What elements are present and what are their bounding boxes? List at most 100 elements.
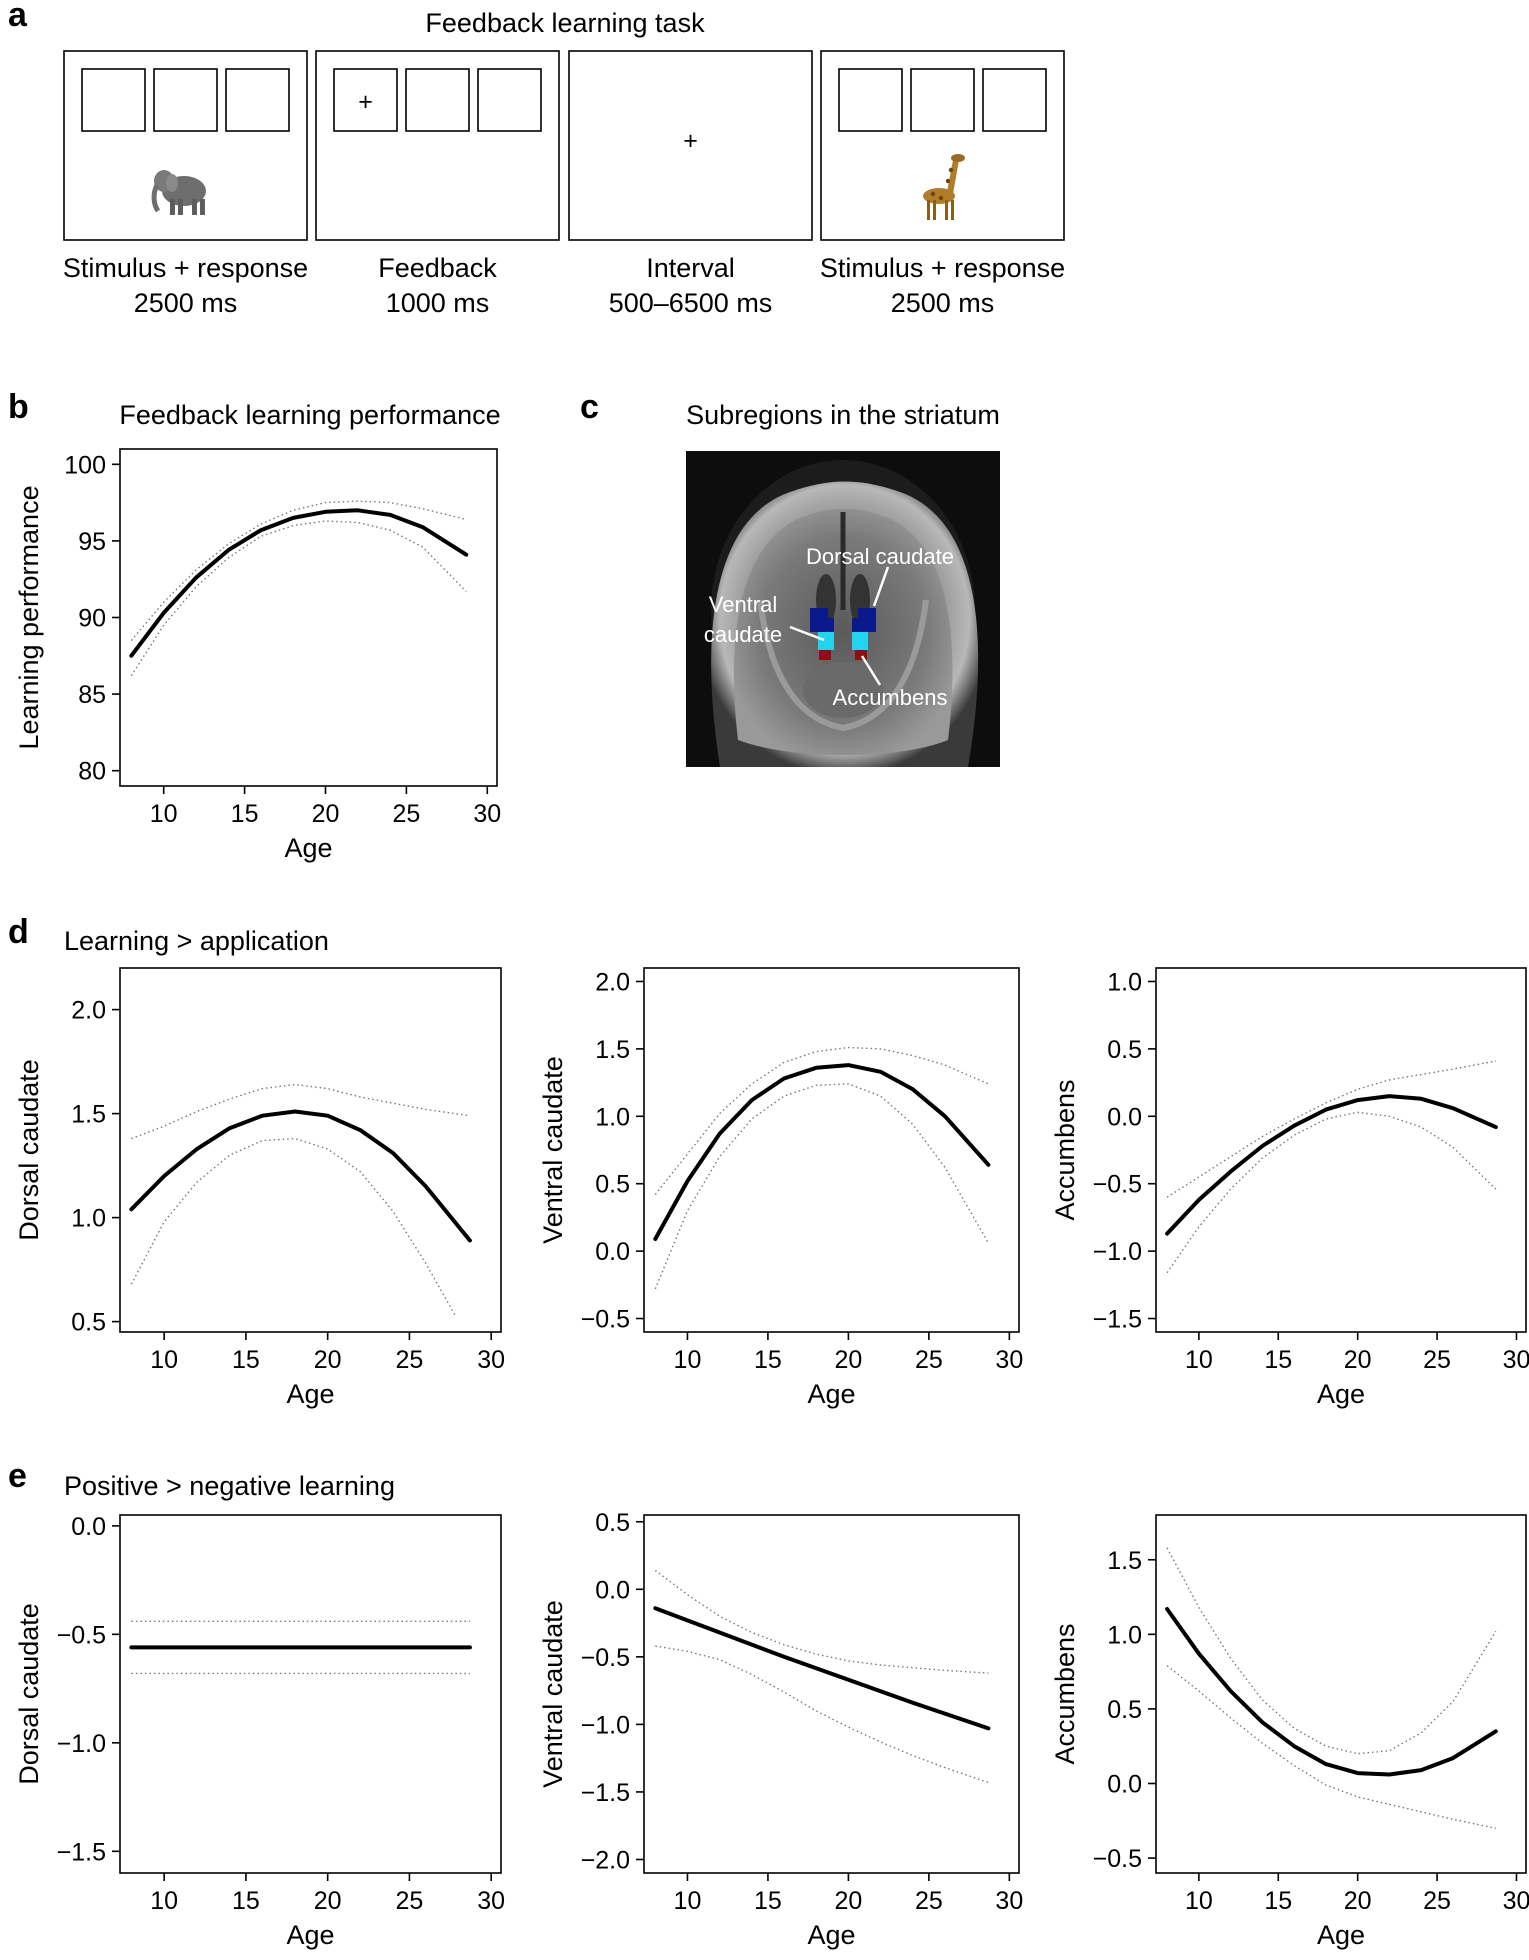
x-tick-label: 20 <box>314 1887 342 1915</box>
elephant-leg <box>170 199 175 215</box>
screen-frame <box>568 50 813 241</box>
chart-d3: 10 15 20 25 30 −1.5 −1.0 −0.5 0.0 0.5 1.0 Age Accumb… <box>1050 967 1529 1409</box>
label-ventral-caudate-line1: Ventral <box>709 592 778 617</box>
task-screen-3: + Interval 500–6500 ms <box>568 50 813 318</box>
y-tick-label: −0.5 <box>57 1621 106 1649</box>
leader-accumbens <box>860 655 882 686</box>
giraffe-spot <box>930 191 936 197</box>
panel-a-label: a <box>8 0 28 34</box>
choice-box <box>153 68 218 132</box>
y-axis-label: Learning performance <box>14 485 44 749</box>
fit-line <box>653 1606 991 1731</box>
y-tick-label: 0.0 <box>1107 1771 1142 1799</box>
x-tick-label: 15 <box>232 1887 260 1915</box>
x-tick-label: 30 <box>1503 1887 1529 1915</box>
y-tick-label: 85 <box>78 681 106 709</box>
y-tick-label: −1.5 <box>1093 1306 1142 1334</box>
chart-d2: 10 15 20 25 30 −0.5 0.0 0.5 1.0 1.5 2.0 Age Ventral … <box>538 967 1023 1409</box>
ci-upper-line <box>1166 1547 1497 1755</box>
y-tick-label: −2.0 <box>581 1846 630 1874</box>
y-axis-label: Dorsal caudate <box>14 1059 44 1241</box>
x-tick-label: 25 <box>396 1346 424 1374</box>
y-tick-label: 100 <box>64 451 106 479</box>
giraffe-leg <box>951 200 954 220</box>
x-tick-label: 10 <box>674 1887 702 1915</box>
y-tick-label: 80 <box>78 758 106 786</box>
x-tick-label: 30 <box>477 1346 505 1374</box>
giraffe-icon <box>923 154 965 220</box>
x-axis-label: Age <box>284 833 332 863</box>
x-tick-label: 20 <box>1344 1346 1372 1374</box>
y-axis-label: Ventral caudate <box>538 1056 568 1244</box>
panel-a-title: Feedback learning task <box>425 8 705 38</box>
x-tick-label: 30 <box>1503 1346 1529 1374</box>
elephant-leg <box>192 199 197 215</box>
task-sequence: Stimulus + response 2500 ms + Feedback 1000 … <box>63 50 1065 318</box>
x-tick-label: 30 <box>477 1887 505 1915</box>
y-tick-label: −0.5 <box>1093 1845 1142 1873</box>
y-tick-label: 1.0 <box>1107 968 1142 996</box>
ci-upper-line <box>654 1046 989 1195</box>
y-tick-label: 0.0 <box>71 1513 106 1541</box>
fit-line <box>129 1109 472 1243</box>
x-tick-label: 15 <box>1264 1887 1292 1915</box>
y-tick-label: 1.0 <box>1107 1621 1142 1649</box>
screen-duration: 1000 ms <box>386 288 490 318</box>
x-axis-label: Age <box>1317 1379 1365 1409</box>
x-tick-label: 10 <box>150 1346 178 1374</box>
screen-caption: Stimulus + response <box>820 253 1065 283</box>
fit-line <box>129 508 469 658</box>
x-tick-label: 15 <box>1264 1346 1292 1374</box>
y-tick-label: −1.0 <box>581 1711 630 1739</box>
x-axis-label: Age <box>286 1379 334 1409</box>
y-tick-label: −1.0 <box>1093 1238 1142 1266</box>
y-tick-label: 1.5 <box>1107 1547 1142 1575</box>
x-tick-label: 25 <box>915 1346 943 1374</box>
x-tick-label: 15 <box>231 800 259 828</box>
x-axis-label: Age <box>1317 1920 1365 1950</box>
screen-duration: 2500 ms <box>891 288 995 318</box>
roi-dorsal-caudate-left <box>810 608 834 632</box>
panel-d-label: d <box>8 913 29 951</box>
y-tick-label: 0.5 <box>1107 1696 1142 1724</box>
elephant-icon <box>151 170 206 215</box>
choice-box <box>910 68 975 132</box>
plot-frame <box>643 967 1020 1333</box>
x-tick-label: 10 <box>674 1346 702 1374</box>
leader-dorsal <box>872 566 890 607</box>
screen-caption: Feedback <box>378 253 497 283</box>
giraffe-leg <box>945 200 948 220</box>
panel-e-title: Positive > negative learning <box>64 1471 395 1501</box>
ci-upper-line <box>654 1569 989 1674</box>
giraffe-head <box>951 154 965 162</box>
x-tick-label: 10 <box>1185 1887 1213 1915</box>
y-tick-label: −1.5 <box>57 1838 106 1866</box>
plot-frame <box>119 448 498 787</box>
feedback-plus: + <box>358 88 373 116</box>
mri-brainstem <box>803 662 883 718</box>
x-tick-label: 25 <box>1423 1887 1451 1915</box>
x-tick-label: 20 <box>1344 1887 1372 1915</box>
fit-line <box>653 1063 991 1241</box>
panel-b-title: Feedback learning performance <box>119 400 500 430</box>
y-tick-label: 0.5 <box>595 1509 630 1537</box>
x-tick-label: 30 <box>995 1346 1023 1374</box>
y-tick-label: 0.5 <box>1107 1036 1142 1064</box>
ci-upper-line <box>130 500 467 641</box>
plot-frame <box>119 1514 502 1874</box>
ci-lower-line <box>130 520 467 677</box>
label-ventral-caudate-line2: caudate <box>704 622 782 647</box>
x-tick-label: 25 <box>396 1887 424 1915</box>
mri-temporal-lines <box>757 599 929 732</box>
task-screen-2: + Feedback 1000 ms <box>315 50 560 318</box>
ci-lower-line <box>130 1137 456 1316</box>
roi-accumbens-left <box>819 650 831 660</box>
y-tick-label: 0.0 <box>595 1238 630 1266</box>
y-tick-label: −0.5 <box>581 1306 630 1334</box>
x-tick-label: 30 <box>995 1887 1023 1915</box>
x-tick-label: 25 <box>915 1887 943 1915</box>
ci-lower-line <box>655 1645 989 1784</box>
giraffe-spot <box>945 178 951 184</box>
choice-box <box>405 68 470 132</box>
x-tick-label: 25 <box>392 800 420 828</box>
